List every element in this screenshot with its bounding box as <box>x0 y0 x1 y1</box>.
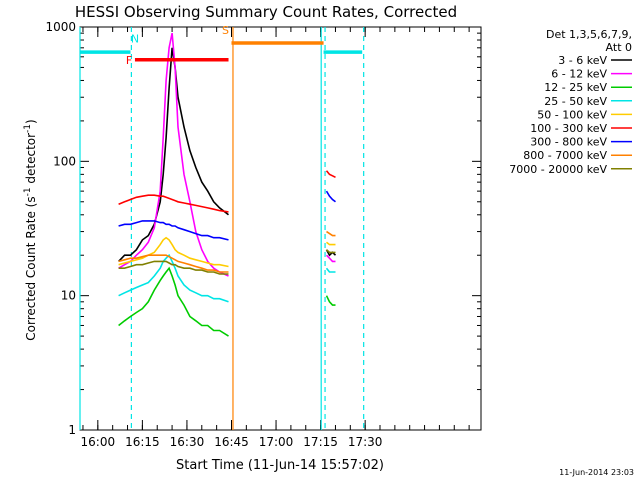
x-tick-label: 16:00 <box>81 435 116 449</box>
y-tick-label: 10 <box>61 289 76 303</box>
series-line <box>118 32 229 277</box>
series-line <box>325 295 336 306</box>
x-tick-label: 17:30 <box>348 435 383 449</box>
y-tick-label: 100 <box>53 154 76 168</box>
reference-lines <box>79 27 365 430</box>
y-axis-label-main: Corrected Count Rate (s <box>24 196 38 340</box>
legend-header-2: Att 0 <box>606 41 632 54</box>
series-line <box>118 236 229 268</box>
chart-title: HESSI Observing Summary Count Rates, Cor… <box>75 3 457 21</box>
legend-entry-label: 7000 - 20000 keV <box>509 163 607 176</box>
x-tick-label: 16:30 <box>170 435 205 449</box>
series-line <box>326 241 336 246</box>
x-tick-label: 17:00 <box>259 435 294 449</box>
flag-label: S <box>222 24 229 37</box>
series-line <box>118 194 229 213</box>
series-lines <box>118 32 337 337</box>
y-axis-label-end: ) <box>24 119 38 124</box>
series-line <box>325 170 336 179</box>
y-tick-label: 1 <box>68 423 76 437</box>
x-axis-ticks: 16:00 16:15 16:30 16:45 17:00 17:15 17:30 <box>81 27 470 449</box>
y-axis-ticks: 1 10 100 1000 <box>45 20 481 437</box>
legend-entry-label: 12 - 25 keV <box>544 81 607 94</box>
footer-timestamp: 11-Jun-2014 23:03 <box>559 468 634 477</box>
series-line <box>118 47 229 262</box>
flag-bars: NF S <box>80 24 363 67</box>
series-line <box>325 254 336 263</box>
series-line <box>325 249 336 254</box>
legend-entry-label: 50 - 100 keV <box>537 108 607 121</box>
series-line <box>325 267 336 273</box>
y-axis-label-sup1: -1 <box>23 187 33 196</box>
series-line <box>118 220 229 241</box>
legend-entry-label: 300 - 800 keV <box>530 136 607 149</box>
flag-label: N <box>131 33 139 46</box>
series-line <box>118 260 229 275</box>
legend-header-1: Det 1,3,5,6,7,9, <box>546 28 632 41</box>
plot-frame <box>79 26 482 431</box>
y-tick-label: 1000 <box>45 20 76 34</box>
legend-entry-label: 25 - 50 keV <box>544 95 607 108</box>
flag-label: F <box>126 54 132 67</box>
series-line <box>325 190 336 203</box>
series-line <box>118 266 229 337</box>
series-line <box>325 249 337 257</box>
series-line <box>118 254 229 273</box>
series-line <box>326 230 336 237</box>
y-axis-label-sup2: -1 <box>23 124 33 133</box>
legend-entry-label: 6 - 12 keV <box>551 68 607 81</box>
x-tick-label: 16:45 <box>214 435 249 449</box>
x-tick-label: 17:15 <box>303 435 338 449</box>
x-tick-label: 16:15 <box>125 435 160 449</box>
legend-entry-label: 100 - 300 keV <box>530 122 607 135</box>
y-axis-label: Corrected Count Rate (s-1 detector-1) <box>23 119 38 340</box>
y-axis-label-mid: detector <box>24 133 38 188</box>
legend-entry-label: 800 - 7000 keV <box>523 149 607 162</box>
x-axis-label: Start Time (11-Jun-14 15:57:02) <box>176 458 384 473</box>
legend-entry-label: 3 - 6 keV <box>558 54 607 67</box>
